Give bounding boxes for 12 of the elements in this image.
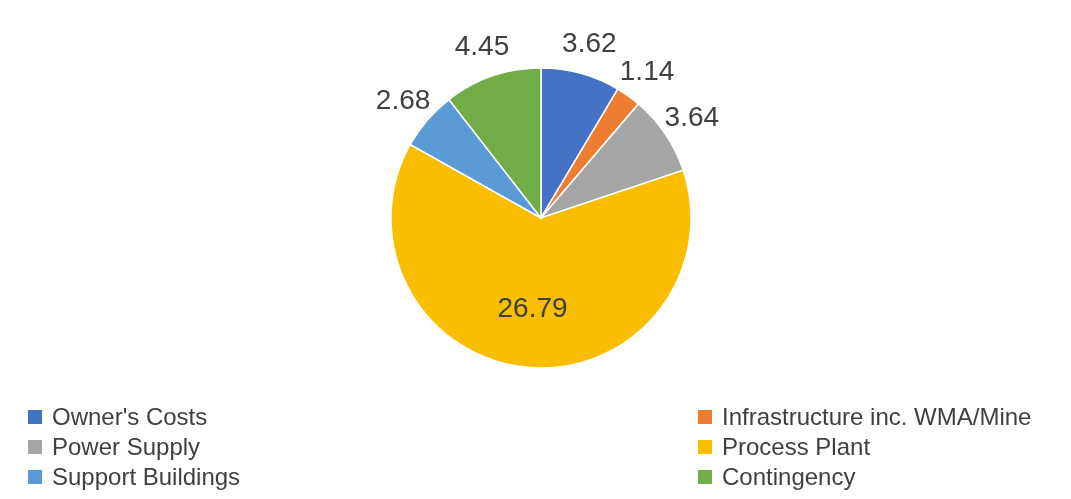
legend-label: Power Supply: [52, 433, 201, 461]
data-label: 4.45: [454, 30, 510, 62]
data-label: 3.62: [562, 27, 617, 59]
legend-label: Support Buildings: [52, 463, 241, 491]
legend-label: Owner's Costs: [52, 403, 208, 431]
data-label: 1.14: [619, 54, 675, 86]
data-label: 26.79: [497, 292, 568, 324]
legend-label: Process Plant: [722, 433, 871, 461]
legend-label: Infrastructure inc. WMA/Mine: [722, 403, 1032, 431]
data-label: 2.68: [375, 83, 431, 115]
data-label: 3.64: [664, 100, 720, 132]
legend-label: Contingency: [722, 463, 856, 491]
